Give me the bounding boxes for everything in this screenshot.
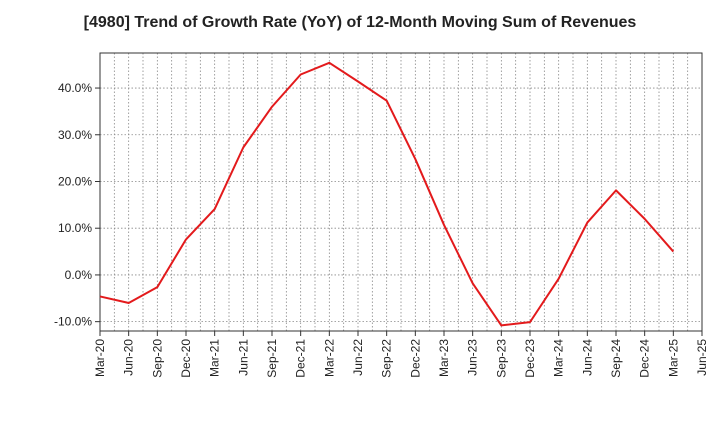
x-tick-label: Sep-22 bbox=[380, 339, 394, 378]
x-tick-label: Dec-24 bbox=[638, 339, 652, 378]
x-tick-label: Jun-23 bbox=[466, 339, 480, 376]
x-tick-label: Mar-22 bbox=[322, 339, 336, 377]
x-tick-label: Sep-23 bbox=[494, 339, 508, 378]
x-tick-label: Mar-25 bbox=[666, 339, 680, 377]
x-tick-label: Dec-21 bbox=[294, 339, 308, 378]
x-tick-label: Mar-23 bbox=[437, 339, 451, 377]
y-tick-label: 10.0% bbox=[58, 221, 92, 235]
x-tick-label: Mar-21 bbox=[208, 339, 222, 377]
y-tick-label: 20.0% bbox=[58, 174, 92, 188]
x-tick-label: Dec-20 bbox=[179, 339, 193, 378]
grid-lines bbox=[99, 53, 703, 331]
x-tick-label: Jun-22 bbox=[351, 339, 365, 376]
y-axis-ticks: -10.0% 0.0% 10.0% 20.0% 30.0% 40.0% bbox=[54, 81, 100, 329]
x-tick-label: Mar-24 bbox=[552, 339, 566, 377]
x-tick-label: Dec-23 bbox=[523, 339, 537, 378]
x-tick-label: Jun-24 bbox=[580, 339, 594, 376]
chart-title: [4980] Trend of Growth Rate (YoY) of 12-… bbox=[83, 14, 637, 31]
plot-area bbox=[99, 52, 703, 332]
y-tick-label: 40.0% bbox=[58, 81, 92, 95]
x-tick-label: Mar-20 bbox=[93, 339, 107, 377]
x-tick-label: Sep-20 bbox=[150, 339, 164, 378]
x-tick-label: Jun-25 bbox=[695, 339, 709, 376]
y-tick-label: 0.0% bbox=[65, 268, 93, 282]
x-tick-label: Sep-24 bbox=[609, 339, 623, 378]
x-tick-label: Dec-22 bbox=[408, 339, 422, 378]
x-tick-label: Jun-20 bbox=[122, 339, 136, 376]
series-lines bbox=[99, 61, 675, 327]
x-axis-ticks: Mar-20 Jun-20 Sep-20 Dec-20 Mar-21 Jun-21 Sep-… bbox=[93, 331, 709, 378]
x-tick-label: Jun-21 bbox=[236, 339, 250, 376]
y-tick-label: -10.0% bbox=[54, 315, 92, 329]
x-tick-label: Sep-21 bbox=[265, 339, 279, 378]
y-tick-label: 30.0% bbox=[58, 128, 92, 142]
